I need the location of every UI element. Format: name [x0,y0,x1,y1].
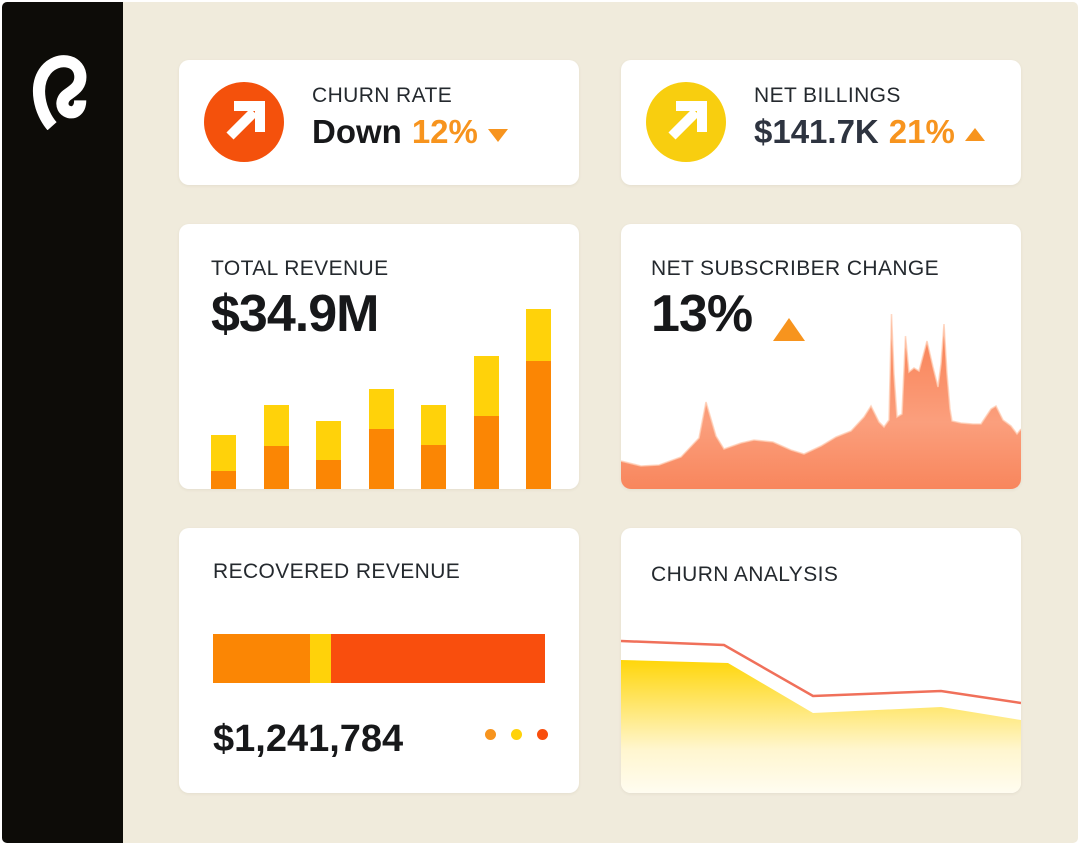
dashboard-canvas: CHURN RATE Down 12% NET BILLINGS $141.7K… [123,2,1078,843]
kpi-value-row: $141.7K 21% [754,113,985,151]
card-title: CHURN ANALYSIS [651,563,839,586]
total-revenue-value: $34.9M [211,285,379,343]
total-revenue-bar-chart [211,309,551,489]
legend-dots [485,729,548,740]
net-subscriber-value: 13% [651,285,753,343]
bar-column [211,435,236,489]
card-net-billings: NET BILLINGS $141.7K 21% [621,60,1021,185]
card-title: NET BILLINGS [754,84,901,107]
bar-column [263,405,289,489]
bar-column [473,356,499,489]
card-title: RECOVERED REVENUE [213,560,461,583]
arrow-up-right-icon [204,82,284,162]
card-churn-rate: CHURN RATE Down 12% [179,60,579,185]
trend-up-triangle-icon [964,127,985,141]
card-net-subscriber-change: NET SUBSCRIBER CHANGE 13% [621,224,1021,489]
card-grid: CHURN RATE Down 12% NET BILLINGS $141.7K… [179,60,1078,793]
bar-segment-1 [213,634,310,683]
bar-column [421,405,446,489]
kpi-value: Down [312,113,402,150]
bar-segment-2 [309,634,331,683]
card-total-revenue: TOTAL REVENUE $34.9M [179,224,579,489]
bar-column [368,389,394,489]
card-recovered-revenue: RECOVERED REVENUE $1,241,784 [179,528,579,793]
trend-up-triangle-icon [773,318,806,341]
arrow-up-right-icon [646,82,726,162]
net-subscriber-area-chart [621,313,1021,489]
trend-down-triangle-icon [487,128,508,142]
legend-dot-2 [511,729,522,740]
bar-column [316,421,341,489]
sidebar [2,2,123,843]
kpi-value-row: 13% [651,285,806,343]
recurly-logo-icon[interactable] [27,54,103,130]
legend-dot-1 [485,729,496,740]
card-title: NET SUBSCRIBER CHANGE [651,257,940,280]
kpi-value: $141.7K [754,113,879,150]
kpi-delta: 12% [411,113,478,150]
card-churn-analysis: CHURN ANALYSIS [621,528,1021,793]
kpi-delta: 21% [888,113,955,150]
bar-segment-3 [330,634,545,683]
recovered-revenue-value: $1,241,784 [213,718,404,760]
bar-column [526,309,551,489]
legend-dot-3 [537,729,548,740]
churn-analysis-chart [621,639,1021,793]
kpi-value-row: Down 12% [312,113,508,151]
recovered-revenue-bar [213,634,545,683]
card-title: CHURN RATE [312,84,453,107]
card-title: TOTAL REVENUE [211,257,389,280]
